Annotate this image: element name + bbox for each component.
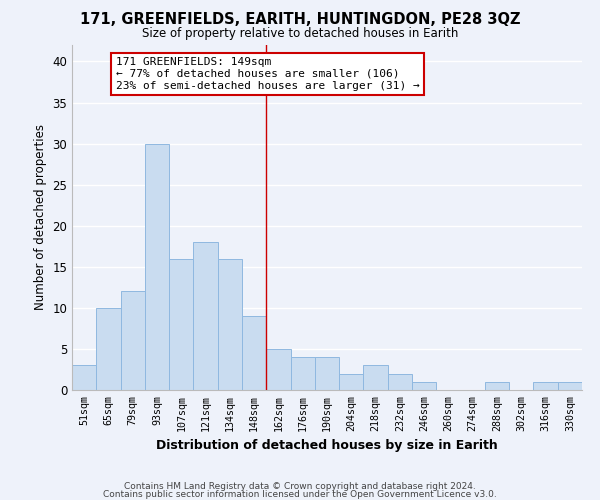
Bar (218, 258, 242, 390)
Bar (96, 308, 121, 390)
Bar (388, 374, 412, 390)
Bar (145, 144, 169, 390)
Bar (121, 292, 145, 390)
Bar (193, 242, 218, 390)
Bar (242, 316, 266, 390)
Text: 171, GREENFIELDS, EARITH, HUNTINGDON, PE28 3QZ: 171, GREENFIELDS, EARITH, HUNTINGDON, PE… (80, 12, 520, 28)
Text: Contains public sector information licensed under the Open Government Licence v3: Contains public sector information licen… (103, 490, 497, 499)
Bar (290, 357, 315, 390)
Bar (169, 258, 193, 390)
Bar (364, 366, 388, 390)
Bar (266, 349, 290, 390)
Bar (339, 374, 364, 390)
Bar (412, 382, 436, 390)
Y-axis label: Number of detached properties: Number of detached properties (34, 124, 47, 310)
X-axis label: Distribution of detached houses by size in Earith: Distribution of detached houses by size … (156, 439, 498, 452)
Bar (315, 357, 339, 390)
Bar (558, 382, 582, 390)
Bar (485, 382, 509, 390)
Text: Contains HM Land Registry data © Crown copyright and database right 2024.: Contains HM Land Registry data © Crown c… (124, 482, 476, 491)
Text: 171 GREENFIELDS: 149sqm
← 77% of detached houses are smaller (106)
23% of semi-d: 171 GREENFIELDS: 149sqm ← 77% of detache… (116, 58, 419, 90)
Bar (533, 382, 558, 390)
Text: Size of property relative to detached houses in Earith: Size of property relative to detached ho… (142, 28, 458, 40)
Bar (72, 366, 96, 390)
